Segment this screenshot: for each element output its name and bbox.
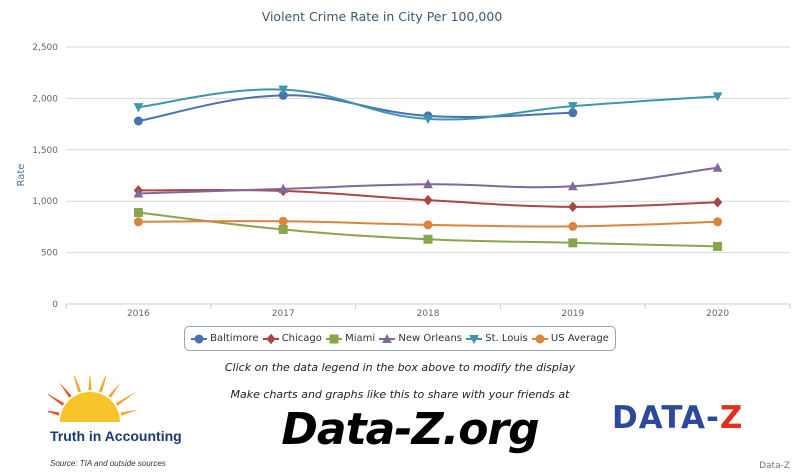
series-st-louis [133,85,723,125]
data-point-miami[interactable] [278,224,288,234]
legend-item-new-orleans[interactable]: New Orleans [379,333,462,344]
legend-label: St. Louis [485,333,528,344]
line-chart: Violent Crime Rate in City Per 100,000 0… [16,9,791,319]
legend-symbol-miami [326,334,343,343]
legend-marker-new-orleans [382,333,393,343]
y-tick-label: 2,500 [32,43,58,53]
legend-marker-chicago [266,333,276,344]
x-tick-label: 2020 [706,309,729,319]
legend-item-miami[interactable]: Miami [326,333,375,344]
data-point-new-orleans[interactable] [712,162,723,172]
x-axis-ticks: 2016 2017 2018 2019 2020 [65,304,791,319]
legend-label: New Orleans [398,333,462,344]
data-point-new-orleans[interactable] [423,179,433,189]
data-z-logo-right: Z [719,400,744,436]
y-tick-label: 1,500 [32,146,58,156]
x-tick-label: 2019 [561,309,584,319]
series-miami [133,208,723,251]
data-point-miami[interactable] [423,234,433,244]
data-z-logo-left: DATA- [612,400,720,436]
data-point-miami[interactable] [713,241,723,251]
data-point-chicago[interactable] [568,201,578,213]
data-point-st-louis[interactable] [567,102,578,112]
tia-name: Truth in Accounting [50,428,182,444]
source-note: Source: TIA and outside sources [50,459,166,468]
share-note: Make charts and graphs like this to shar… [230,388,570,401]
data-point-new-orleans[interactable] [133,188,144,198]
data-point-us-average[interactable] [713,217,723,227]
data-point-st-louis[interactable] [278,85,289,95]
legend-symbol-baltimore [191,334,208,343]
legend-symbol-new-orleans [379,333,396,343]
legend-label: Miami [345,333,376,344]
legend-label: US Average [550,333,609,344]
data-point-miami[interactable] [133,208,143,218]
data-point-us-average[interactable] [133,217,143,227]
legend-item-st-louis[interactable]: St. Louis [466,333,528,344]
x-tick-label: 2016 [127,309,150,319]
x-tick-label: 2018 [417,309,440,319]
grid-lines [66,46,790,305]
data-point-new-orleans[interactable] [278,183,289,193]
legend-symbol-st-louis [466,334,483,344]
data-point-chicago[interactable] [423,194,433,206]
y-axis-label: Rate [16,164,27,187]
legend-symbol-us-average [531,334,548,343]
data-point-st-louis[interactable] [423,114,433,125]
legend-marker-st-louis [469,334,480,344]
data-point-st-louis[interactable] [133,103,144,113]
legend-label: Baltimore [210,333,259,344]
series-chicago [133,185,723,213]
legend-hint: Click on the data legend in the box abov… [224,361,576,374]
chart-legend[interactable]: Baltimore Chicago Miami New Orleans St. Loui… [184,326,616,351]
y-axis-ticks: 0 500 1,000 1,500 2,000 2,500 [32,43,58,310]
legend-marker-baltimore [194,334,204,343]
series-line-baltimore[interactable] [138,94,573,123]
legend-marker-us-average [535,334,545,343]
y-tick-label: 0 [52,300,58,310]
y-tick-label: 500 [41,249,58,259]
data-point-st-louis[interactable] [712,92,723,102]
y-tick-label: 1,000 [32,197,58,207]
series-layer [133,85,723,251]
legend-marker-miami [329,334,339,343]
x-tick-label: 2017 [272,309,295,319]
series-new-orleans [133,162,723,198]
site-name[interactable]: Data-Z.org [281,404,539,455]
data-point-chicago[interactable] [712,196,723,208]
data-point-baltimore[interactable] [133,116,143,126]
legend-item-us-average[interactable]: US Average [531,333,609,344]
data-point-us-average[interactable] [423,220,433,230]
y-tick-label: 2,000 [32,94,58,104]
legend-item-chicago[interactable]: Chicago [262,333,322,344]
data-point-us-average[interactable] [568,221,578,231]
chart-title: Violent Crime Rate in City Per 100,000 [262,9,503,24]
legend-item-baltimore[interactable]: Baltimore [191,333,258,344]
legend-label: Chicago [281,333,322,344]
legend-symbol-chicago [262,333,279,344]
data-point-us-average[interactable] [278,216,288,226]
data-point-new-orleans[interactable] [567,181,578,191]
data-z-logo: DATA-Z [612,402,743,434]
series-us-average [133,216,723,231]
tia-sun-logo [48,376,139,422]
data-point-miami[interactable] [568,238,578,248]
credit-text[interactable]: Data-Z [759,461,790,471]
